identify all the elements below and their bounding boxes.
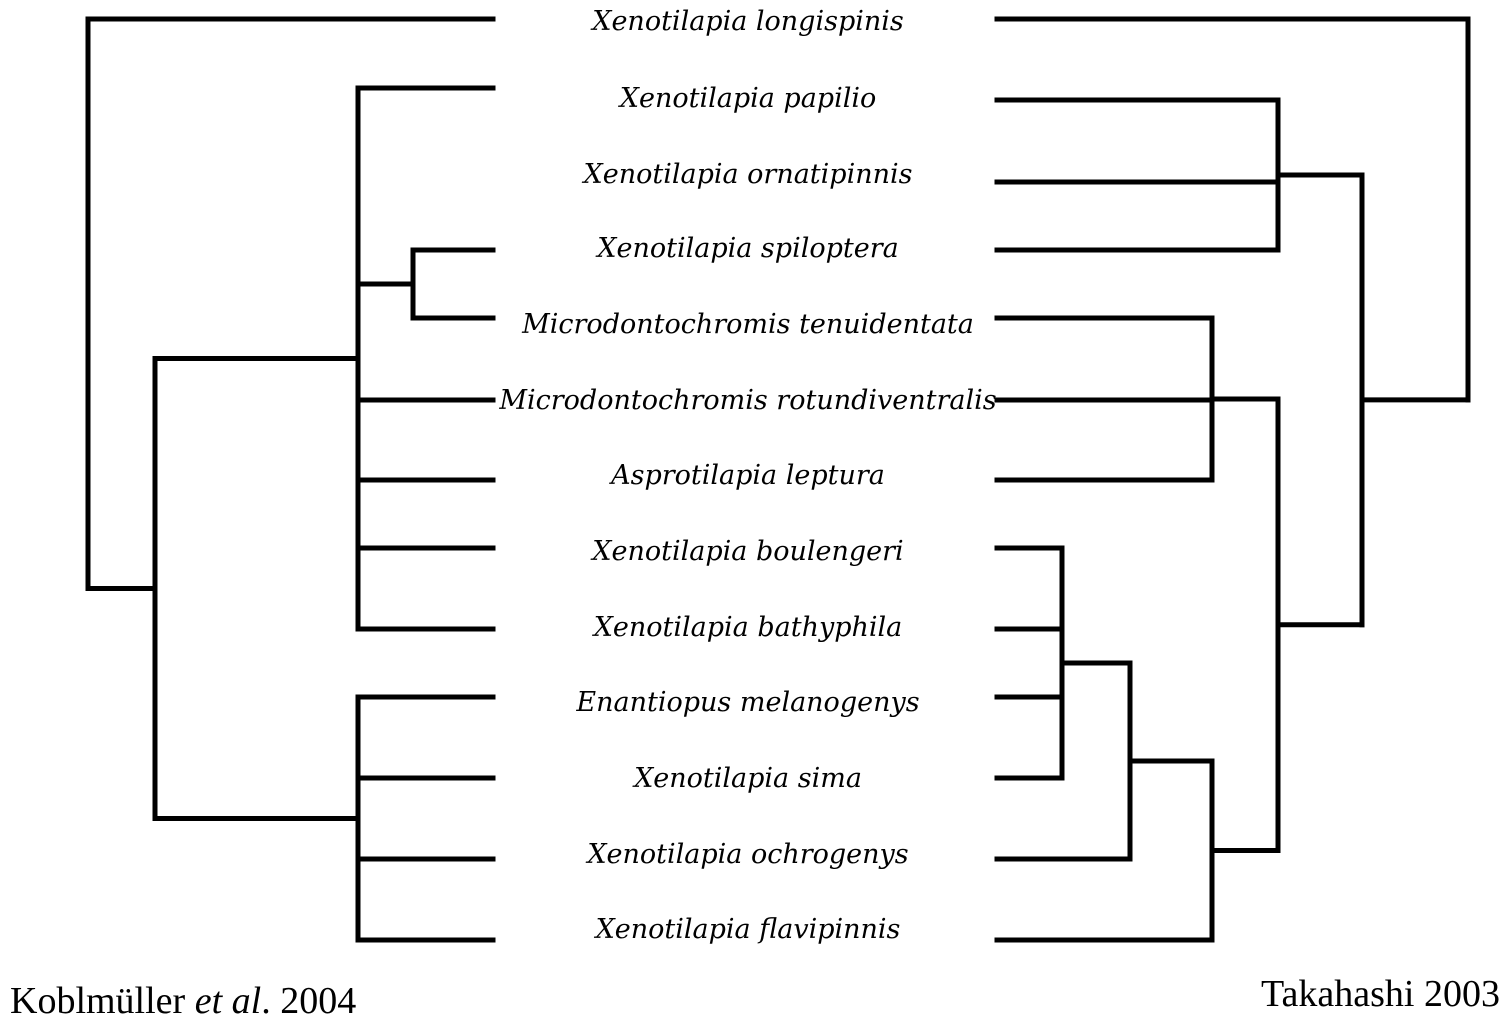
taxon-label: Microdontochromis rotundiventralis bbox=[498, 385, 996, 416]
left-tree-credit: Koblmüller et al. 2004 bbox=[10, 980, 356, 1022]
taxon-label: Xenotilapia sima bbox=[632, 763, 862, 794]
right-cladogram bbox=[994, 16, 1471, 943]
taxon-label: Microdontochromis tenuidentata bbox=[521, 309, 974, 340]
taxon-label: Xenotilapia flavipinnis bbox=[594, 914, 901, 945]
left-cladogram bbox=[85, 16, 496, 943]
taxon-label: Xenotilapia papilio bbox=[618, 83, 877, 114]
taxon-label: Xenotilapia bathyphila bbox=[592, 612, 903, 643]
taxon-label: Asprotilapia leptura bbox=[608, 460, 885, 491]
taxon-label: Xenotilapia boulengeri bbox=[590, 536, 903, 567]
taxon-label: Xenotilapia ochrogenys bbox=[585, 839, 908, 870]
taxon-labels: Xenotilapia longispinis Xenotilapia papil… bbox=[498, 6, 996, 945]
taxon-label: Enantiopus melanogenys bbox=[575, 687, 919, 718]
taxon-label: Xenotilapia longispinis bbox=[590, 6, 904, 37]
taxon-label: Xenotilapia spiloptera bbox=[595, 233, 898, 264]
right-tree-credit: Takahashi 2003 bbox=[1261, 973, 1500, 1015]
taxon-label: Xenotilapia ornatipinnis bbox=[582, 159, 913, 190]
